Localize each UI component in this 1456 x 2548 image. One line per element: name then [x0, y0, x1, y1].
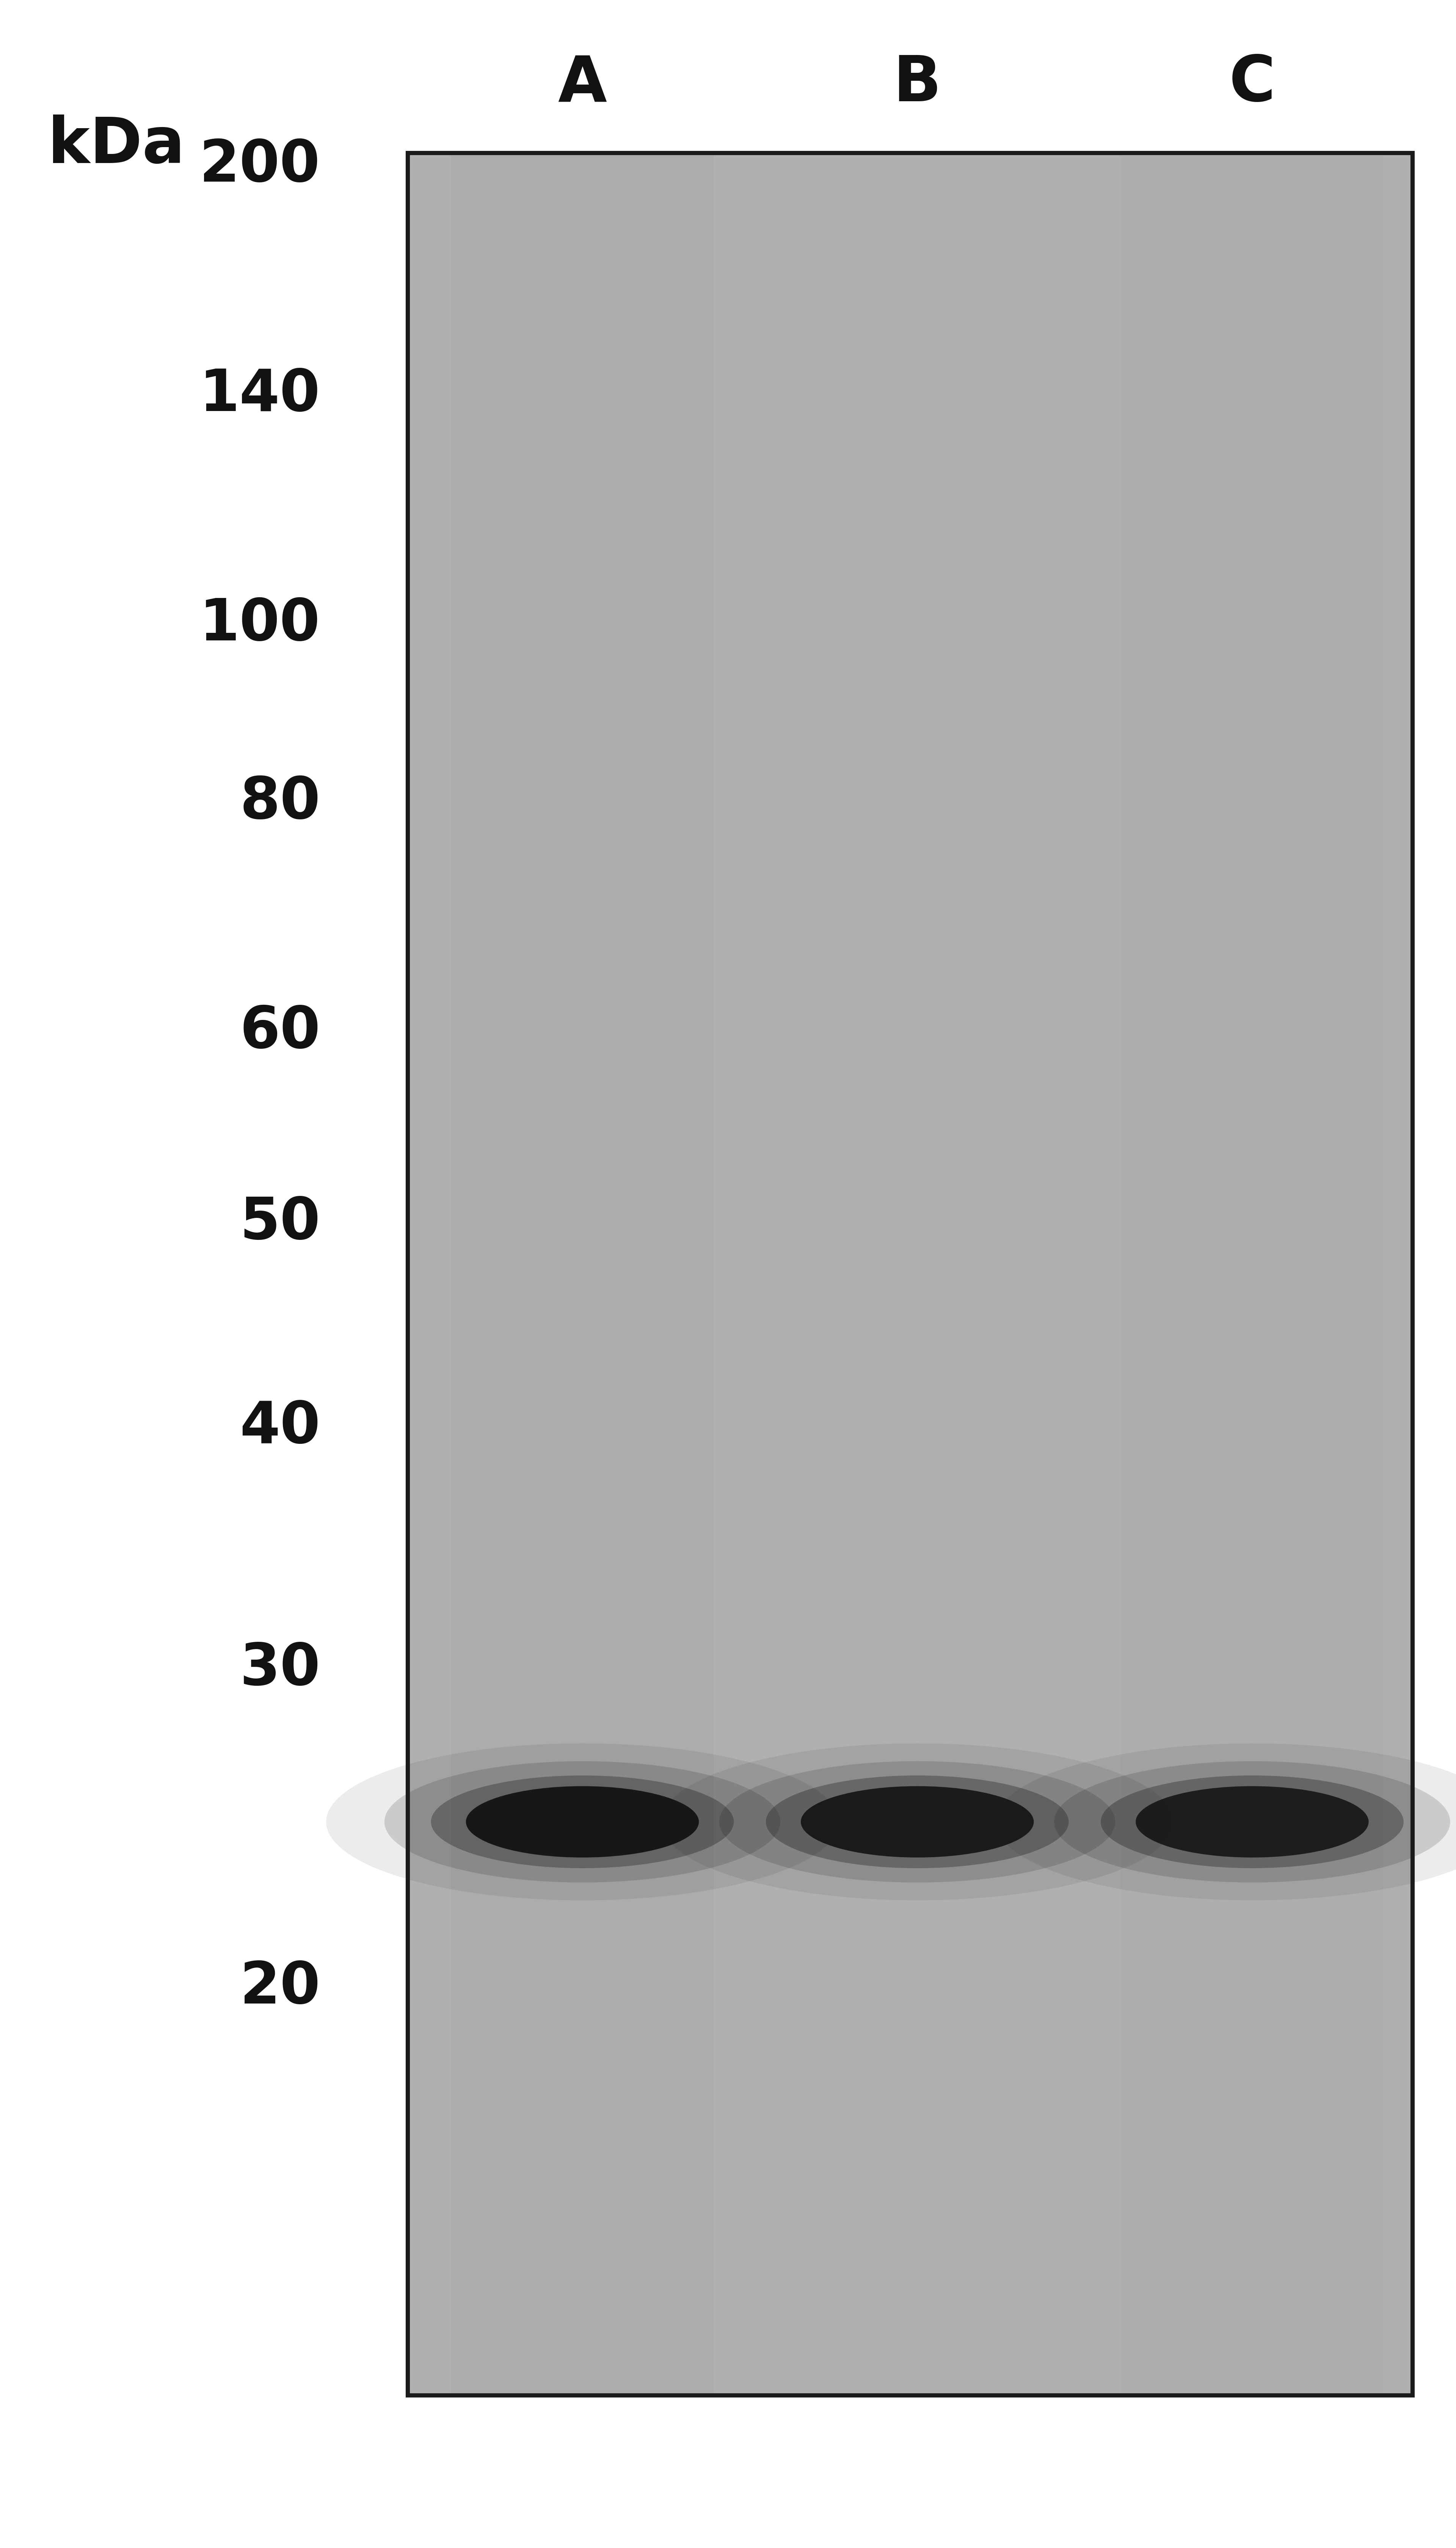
Bar — [408, 153, 1412, 2395]
Text: A: A — [558, 54, 607, 115]
Text: 100: 100 — [199, 596, 320, 652]
Text: 50: 50 — [240, 1195, 320, 1251]
Text: 30: 30 — [240, 1641, 320, 1697]
Text: 80: 80 — [240, 775, 320, 831]
Ellipse shape — [996, 1743, 1456, 1901]
Ellipse shape — [384, 1761, 780, 1883]
Ellipse shape — [766, 1776, 1069, 1868]
Ellipse shape — [801, 1786, 1034, 1857]
Text: B: B — [893, 54, 942, 115]
Ellipse shape — [466, 1786, 699, 1857]
Text: 40: 40 — [240, 1399, 320, 1455]
Ellipse shape — [1054, 1761, 1450, 1883]
Text: 140: 140 — [199, 367, 320, 423]
Ellipse shape — [1136, 1786, 1369, 1857]
Bar — [1121, 153, 1383, 2395]
Ellipse shape — [719, 1761, 1115, 1883]
Ellipse shape — [326, 1743, 839, 1901]
Text: 60: 60 — [240, 1004, 320, 1060]
Ellipse shape — [1101, 1776, 1404, 1868]
Bar — [408, 153, 1412, 2395]
Bar — [786, 153, 1048, 2395]
Text: 200: 200 — [199, 138, 320, 194]
Ellipse shape — [431, 1776, 734, 1868]
Text: C: C — [1229, 54, 1275, 115]
Text: kDa: kDa — [48, 115, 185, 176]
Ellipse shape — [661, 1743, 1174, 1901]
Text: 20: 20 — [240, 1959, 320, 2015]
Bar — [451, 153, 713, 2395]
